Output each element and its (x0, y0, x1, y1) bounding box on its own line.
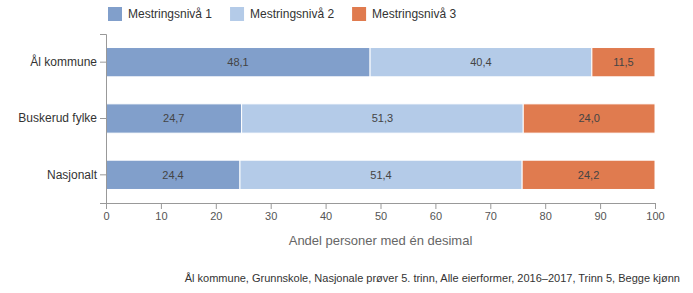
tick-label: 70 (485, 210, 497, 222)
tick-mark (655, 203, 656, 209)
tick: 60 (430, 203, 442, 222)
data-label: 51,3 (372, 112, 393, 124)
tick-mark (326, 203, 327, 209)
y-axis: Ål kommune Buskerud fylke Nasjonalt (18, 35, 106, 204)
bar (522, 160, 655, 189)
data-label: 11,5 (613, 56, 634, 68)
data-label: 24,2 (578, 169, 599, 181)
tick-label: Ål kommune (30, 54, 97, 69)
legend-label: Mestringsnivå 2 (250, 7, 334, 21)
tick-label: 100 (646, 210, 664, 222)
data-labels: 48,1 40,4 11,5 24,7 51,3 24,0 24,4 51,4 24,2 (162, 56, 633, 181)
legend: Mestringsnivå 1 Mestringsnivå 2 Mestringsn… (108, 7, 456, 21)
tick-label: Buskerud fylke (18, 111, 97, 125)
tick: 50 (375, 203, 387, 222)
tick-mark (216, 203, 217, 209)
axis-title: Andel personer med én desimal (289, 233, 473, 248)
legend-label: Mestringsnivå 3 (372, 7, 456, 21)
bar (106, 48, 370, 77)
legend-item: Mestringsnivå 3 (352, 7, 456, 21)
tick-mark (161, 203, 162, 209)
tick-label: Nasjonalt (47, 168, 98, 182)
legend-swatch (352, 7, 366, 21)
tick: Buskerud fylke (18, 111, 106, 125)
tick: 100 (646, 203, 664, 222)
tick: Ål kommune (30, 54, 106, 69)
legend-item: Mestringsnivå 2 (230, 7, 334, 21)
tick-label: 90 (594, 210, 606, 222)
bar (240, 160, 522, 189)
tick-label: 10 (155, 210, 167, 222)
tick: 20 (210, 203, 222, 222)
tick: 80 (540, 203, 552, 222)
tick: Nasjonalt (47, 168, 106, 182)
legend-item: Mestringsnivå 1 (108, 7, 212, 21)
bar (370, 48, 592, 77)
bars (106, 48, 655, 190)
tick: 0 (103, 203, 109, 222)
tick-mark (271, 203, 272, 209)
data-label: 24,7 (163, 112, 184, 124)
bar (106, 160, 240, 189)
x-axis: 0 10 20 30 40 50 60 70 80 90 100 (103, 203, 664, 222)
data-label: 40,4 (470, 56, 491, 68)
tick-label: 60 (430, 210, 442, 222)
data-label: 48,1 (227, 56, 248, 68)
data-label: 24,4 (162, 169, 183, 181)
tick-label: 50 (375, 210, 387, 222)
tick-label: 30 (265, 210, 277, 222)
tick-mark (381, 203, 382, 209)
tick-mark (100, 118, 106, 119)
tick-label: 20 (210, 210, 222, 222)
tick: 30 (265, 203, 277, 222)
data-label: 51,4 (370, 169, 391, 181)
tick-mark (490, 203, 491, 209)
tick-label: 0 (103, 210, 109, 222)
tick-mark (100, 62, 106, 63)
data-label: 24,0 (578, 112, 599, 124)
tick: 40 (320, 203, 332, 222)
axis-line (107, 204, 656, 210)
tick-label: 80 (540, 210, 552, 222)
bar (242, 104, 524, 133)
chart: 48,1 40,4 11,5 24,7 51,3 24,0 24,4 51,4 24,2 0 10 2… (0, 0, 693, 293)
legend-swatch (108, 7, 122, 21)
legend-swatch (230, 7, 244, 21)
bar (523, 104, 655, 133)
annotation: Ål kommune, Grunnskole, Nasjonale prøver… (185, 272, 680, 284)
bar (106, 104, 242, 133)
tick-label: 40 (320, 210, 332, 222)
tick-mark (600, 203, 601, 209)
tick: 90 (594, 203, 606, 222)
tick-mark (100, 174, 106, 175)
tick-mark (545, 203, 546, 209)
legend-label: Mestringsnivå 1 (128, 7, 212, 21)
tick: 10 (155, 203, 167, 222)
tick-mark (435, 203, 436, 209)
axis-line (100, 35, 107, 204)
tick: 70 (485, 203, 497, 222)
bar (592, 48, 655, 77)
